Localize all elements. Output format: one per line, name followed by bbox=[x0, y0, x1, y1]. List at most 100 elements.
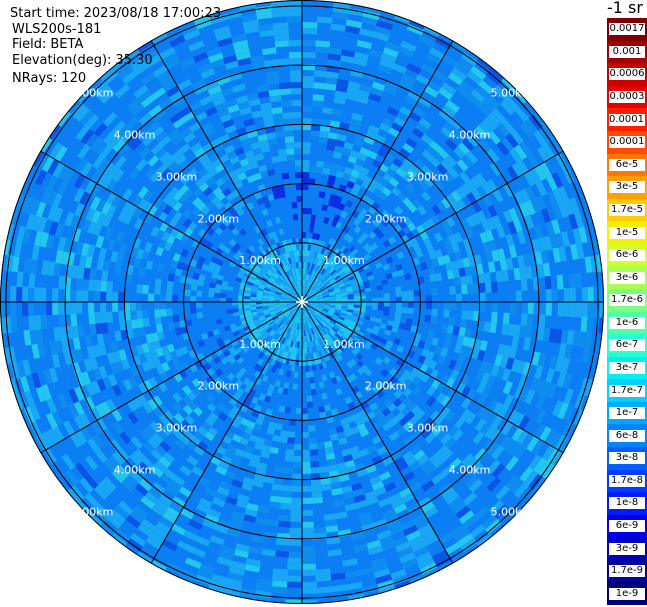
scan-cell bbox=[142, 401, 154, 414]
scan-cell bbox=[431, 425, 444, 437]
scan-cell bbox=[551, 451, 564, 468]
scan-cell bbox=[213, 143, 225, 153]
scan-cell bbox=[327, 199, 336, 207]
scan-cell bbox=[479, 292, 486, 303]
scan-cell bbox=[269, 309, 276, 313]
scan-cell bbox=[97, 158, 110, 173]
scan-cell bbox=[335, 305, 342, 309]
scan-cell bbox=[388, 492, 402, 504]
scan-cell bbox=[311, 485, 322, 492]
scan-cell bbox=[158, 456, 172, 469]
scan-cell bbox=[140, 495, 156, 510]
scan-cell bbox=[376, 389, 385, 399]
scan-cell bbox=[182, 529, 198, 542]
scan-cell bbox=[325, 71, 339, 79]
scan-cell bbox=[68, 388, 80, 404]
scan-cell bbox=[308, 309, 313, 315]
scan-cell bbox=[302, 311, 304, 318]
scan-cell bbox=[126, 537, 143, 552]
scan-cell bbox=[91, 79, 108, 96]
scan-cell bbox=[429, 156, 441, 169]
scan-cell bbox=[440, 219, 451, 230]
center-marker-line bbox=[301, 297, 307, 303]
scan-cell bbox=[279, 314, 285, 320]
scan-cell bbox=[70, 313, 78, 327]
scan-cell bbox=[474, 125, 489, 140]
scan-cell bbox=[172, 314, 180, 323]
scan-cell bbox=[335, 387, 343, 396]
scan-cell bbox=[232, 308, 239, 313]
scan-cell bbox=[138, 352, 147, 364]
scan-cell bbox=[270, 4, 288, 12]
scan-cell bbox=[421, 149, 434, 162]
scan-cell bbox=[363, 490, 377, 500]
scan-cell bbox=[256, 11, 273, 20]
scan-cell bbox=[286, 4, 303, 11]
scan-cell bbox=[255, 436, 266, 445]
scan-cell bbox=[293, 142, 303, 149]
scan-cell bbox=[371, 435, 382, 445]
colorbar-label: 3e-5 bbox=[609, 181, 645, 194]
scan-cell bbox=[210, 137, 222, 148]
scan-cell bbox=[257, 245, 265, 253]
scan-cell bbox=[541, 208, 552, 224]
scan-cell bbox=[349, 320, 357, 326]
scan-cell bbox=[183, 188, 194, 199]
scan-cell bbox=[260, 338, 268, 346]
scan-cell bbox=[228, 566, 245, 576]
scan-cell bbox=[99, 522, 115, 537]
scan-cell bbox=[373, 486, 387, 497]
scan-cell bbox=[253, 330, 260, 337]
scan-cell bbox=[100, 401, 112, 415]
scan-cell bbox=[310, 214, 316, 221]
scan-cell bbox=[489, 162, 502, 177]
scan-cell bbox=[292, 281, 296, 288]
scan-cell bbox=[256, 292, 263, 296]
scan-cell bbox=[398, 79, 414, 91]
scan-cell bbox=[164, 420, 177, 433]
scan-cell bbox=[81, 371, 91, 386]
scan-cell bbox=[538, 126, 553, 144]
scan-cell bbox=[157, 402, 169, 414]
scan-cell bbox=[573, 408, 584, 426]
scan-cell bbox=[402, 378, 412, 388]
scan-cell bbox=[330, 408, 339, 417]
range-ring-label: 2.00km bbox=[365, 380, 407, 393]
scan-cell bbox=[294, 287, 298, 294]
scan-cell bbox=[51, 192, 63, 209]
scan-cell bbox=[301, 497, 313, 504]
scan-cell bbox=[299, 305, 302, 312]
scan-cell bbox=[287, 333, 292, 340]
scan-cell bbox=[382, 172, 393, 183]
scan-cell bbox=[22, 301, 29, 317]
scan-cell bbox=[191, 278, 199, 286]
scan-cell bbox=[283, 344, 288, 352]
scan-cell bbox=[292, 275, 296, 282]
scan-cell bbox=[417, 556, 435, 570]
scan-cell bbox=[95, 417, 108, 432]
scan-cell bbox=[310, 307, 316, 312]
scan-cell bbox=[23, 329, 32, 346]
scan-cell bbox=[135, 248, 145, 259]
scan-cell bbox=[336, 353, 344, 361]
scan-cell bbox=[99, 88, 116, 104]
scan-cell bbox=[205, 177, 216, 187]
scan-cell bbox=[278, 329, 284, 336]
scan-cell bbox=[303, 305, 306, 312]
scan-cell bbox=[328, 427, 338, 436]
scan-cell bbox=[196, 312, 204, 319]
scan-cell bbox=[280, 330, 285, 337]
scan-cell bbox=[273, 281, 280, 287]
scan-cell bbox=[326, 59, 341, 67]
scan-cell bbox=[130, 56, 147, 71]
scan-cell bbox=[456, 353, 466, 365]
scan-cell bbox=[241, 263, 249, 270]
scan-cell bbox=[396, 461, 409, 472]
scan-cell bbox=[162, 451, 175, 464]
scan-cell bbox=[187, 400, 198, 411]
scan-cell bbox=[222, 187, 232, 197]
scan-cell bbox=[329, 293, 336, 297]
scan-cell bbox=[289, 307, 295, 313]
scan-cell bbox=[462, 238, 472, 250]
scan-cell bbox=[563, 288, 570, 303]
